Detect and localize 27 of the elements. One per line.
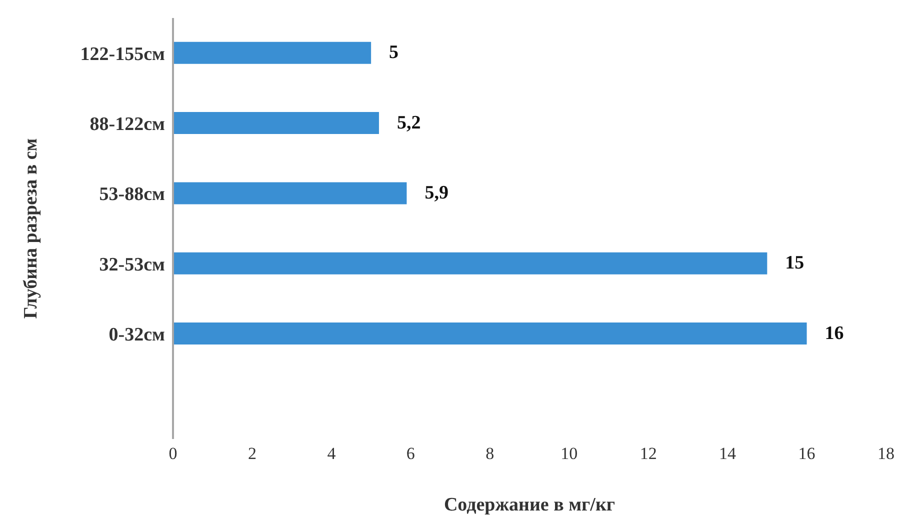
x-tick-label: 18 bbox=[878, 444, 894, 464]
y-tick-label: 122-155см bbox=[80, 44, 166, 65]
y-tick-label: 88-122см bbox=[90, 114, 166, 135]
x-tick-label: 12 bbox=[640, 444, 657, 464]
y-tick-label: 53-88см bbox=[99, 184, 166, 206]
x-tick-label: 8 bbox=[486, 444, 494, 464]
data-label: 5,9 bbox=[424, 182, 448, 204]
x-axis-title: Содержание в мг/кг bbox=[444, 494, 616, 516]
data-label: 16 bbox=[824, 322, 844, 344]
x-tick-label: 14 bbox=[719, 444, 737, 464]
bar bbox=[173, 252, 768, 274]
bar bbox=[173, 322, 807, 345]
bar bbox=[173, 42, 372, 64]
y-tick-label: 0-32см bbox=[108, 324, 166, 346]
y-axis-title: Глубина разреза в см bbox=[20, 138, 42, 319]
x-tick-label: 0 bbox=[168, 444, 178, 464]
x-tick-label: 10 bbox=[560, 444, 578, 464]
x-tick-label: 6 bbox=[406, 444, 415, 464]
y-tick-label: 32-53см bbox=[99, 254, 166, 276]
data-label: 5,2 bbox=[396, 112, 421, 134]
bar bbox=[173, 182, 407, 204]
x-tick-label: 16 bbox=[798, 444, 816, 464]
data-label: 15 bbox=[785, 252, 804, 274]
data-label: 5 bbox=[389, 42, 399, 64]
x-tick-label: 4 bbox=[327, 444, 336, 464]
bar bbox=[173, 112, 379, 134]
x-tick-label: 2 bbox=[248, 444, 256, 464]
